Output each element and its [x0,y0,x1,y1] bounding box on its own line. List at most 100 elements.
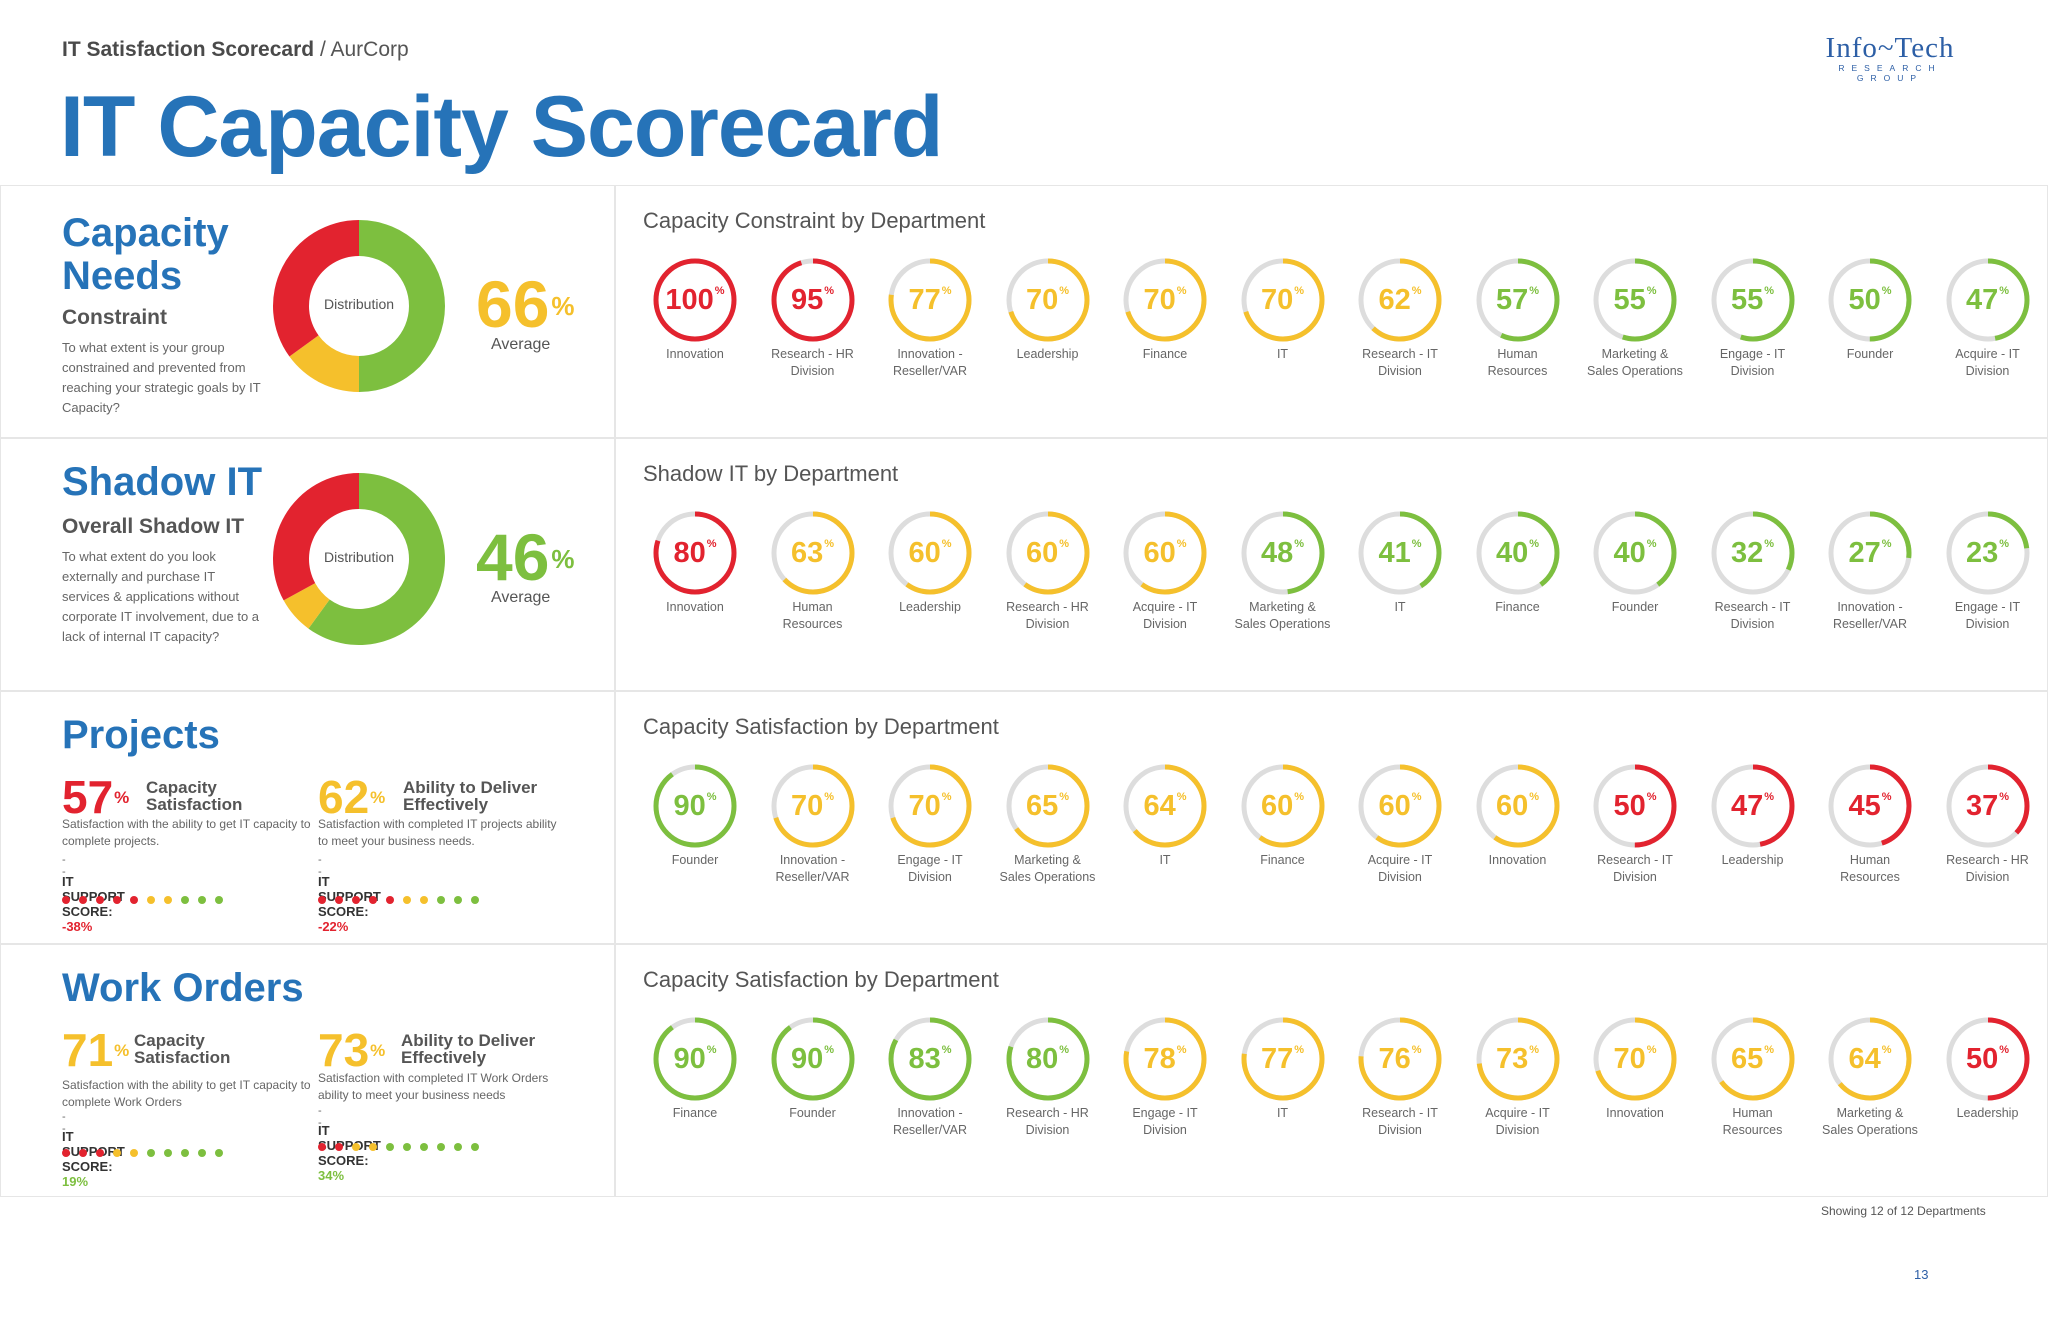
dept-gauge: 90% Founder [636,762,754,869]
score-dot [386,1143,394,1151]
work-orders-ability-to-deliver-description: Satisfaction with completed IT Work Orde… [318,1071,549,1102]
gauge-arc [1358,1017,1442,1101]
gauge-arc [1123,1017,1207,1101]
gauge-arc [771,511,854,595]
gauge-value: 47% [1965,283,2010,316]
gauge-ring [1828,511,1912,595]
gauge-department-label: Innovation [666,600,724,614]
projects-capacity-score-dots [62,896,223,904]
score-dot [369,1143,377,1151]
gauge-department-label: Finance [1142,347,1188,361]
gauge-ring [1358,511,1442,595]
dept-gauge: 48% Marketing & Sales Operations [1224,509,1342,633]
gauge-value: 60% [908,536,952,569]
gauge-arc [1711,1017,1794,1101]
gauge-value: 48% [1260,536,1305,569]
gauge-ring [1476,258,1559,342]
score-dot [164,896,172,904]
gauge-ring [1946,1017,2029,1101]
gauge-ring [1593,764,1677,848]
gauge-ring [1476,764,1559,848]
gauge-ring [1123,258,1207,342]
dept-gauge: 70% Finance [1106,256,1224,363]
projects-capacity-satisfaction-label: Capacity Satisfaction [146,778,243,814]
gauge-value: 90% [790,1042,835,1075]
score-dot [198,1149,206,1157]
gauge-arc [1476,511,1559,595]
work-orders-ability-to-deliver-value: 73% [318,1024,386,1076]
score-dot [113,1149,121,1157]
gauge-ring [1006,1017,1089,1101]
gauge-arc [1946,258,2029,342]
score-dot [147,896,155,904]
gauge-ring [1946,511,2029,595]
gauge-department-label: Engage - IT Division [1719,347,1786,378]
gauge-arc [1006,511,1089,595]
gauge-ring [1593,511,1677,595]
projects-ability-to-deliver-label: Ability to Deliver Effectively [403,778,538,814]
dept-gauge: 32% Research - IT Division [1694,509,1812,633]
gauge-arc [1123,764,1207,848]
score-dot [79,1149,87,1157]
dept-gauge: 100% Innovation [636,256,754,363]
dept-gauge: 64% IT [1106,762,1224,869]
work-orders-ability-to-deliver-label: Ability to Deliver Effectively [401,1031,536,1067]
gauge-arc [771,1017,854,1101]
divider: -- [62,854,66,878]
gauge-arc [1476,764,1559,848]
gauge-value: 50% [1848,283,1892,316]
gauge-arc [1358,764,1442,848]
gauge-arc [1711,258,1794,342]
gauge-department-label: Leadership [899,600,961,614]
gauge-department-label: Acquire - IT Division [1955,347,2020,378]
dept-gauge: 60% Research - HR Division [989,509,1107,633]
gauge-department-label: Marketing & Sales Operations [1587,347,1683,378]
gauge-department-label: Human Resources [1840,853,1900,884]
gauge-value: 70% [1143,283,1187,316]
breadcrumb-report[interactable]: IT Satisfaction Scorecard [62,38,315,61]
score-dot [403,1143,411,1151]
work-orders-capacity-score-dots [62,1149,223,1157]
dept-gauge: 73% Acquire - IT Division [1459,1015,1577,1139]
gauge-ring [653,764,737,848]
gauge-value: 32% [1730,536,1775,569]
gauge-value: 50% [1613,789,1657,822]
gauge-department-label: Research - IT Division [1362,347,1438,378]
score-dot [437,1143,445,1151]
gauge-ring [653,511,737,595]
dept-gauge: 83% Innovation - Reseller/VAR [871,1015,989,1139]
gauge-department-label: Leadership [1956,1106,2019,1120]
dept-gauge: 50% Research - IT Division [1576,762,1694,886]
dept-gauge: 70% Innovation [1576,1015,1694,1122]
gauge-arc [771,258,854,342]
dept-gauge: 40% Founder [1576,509,1694,616]
projects-deliver-score-dots [318,896,479,904]
gauge-arc [1241,1017,1324,1101]
gauge-department-label: Acquire - IT Division [1367,853,1433,884]
dept-gauge: 60% Acquire - IT Division [1341,762,1459,886]
gauge-value: 64% [1848,1042,1892,1075]
dept-gauge: 76% Research - IT Division [1341,1015,1459,1139]
gauge-department-label: Research - IT Division [1362,1106,1438,1137]
gauge-ring [771,258,854,342]
donut-slice-red [273,473,359,601]
gauge-ring [888,258,972,342]
dept-gauge: 50% Founder [1811,256,1929,363]
dept-gauge: 65% Human Resources [1694,1015,1812,1139]
gauge-value: 70% [908,789,952,822]
score-dot [130,896,138,904]
projects-capacity-satisfaction-value: 57% [62,771,130,823]
dept-row-shadow-it: Shadow IT by Department 80% Innovation 63%… [615,438,2048,691]
gauge-ring [1593,1017,1677,1101]
gauge-arc [1828,258,1912,342]
gauge-department-label: Finance [1260,853,1305,867]
gauge-arc [1593,764,1677,848]
dept-row-title: Capacity Constraint by Department [643,208,986,233]
gauge-department-label: Innovation - Reseller/VAR [1832,600,1908,631]
gauge-arc [1593,258,1677,342]
shadow-it-subtitle: Overall Shadow IT [62,515,245,538]
projects-ability-to-deliver-value: 62% [318,771,386,823]
divider: -- [318,854,322,878]
gauge-arc [1593,1017,1677,1101]
projects-panel: Projects 57% Capacity Satisfaction Satisf… [0,691,615,944]
